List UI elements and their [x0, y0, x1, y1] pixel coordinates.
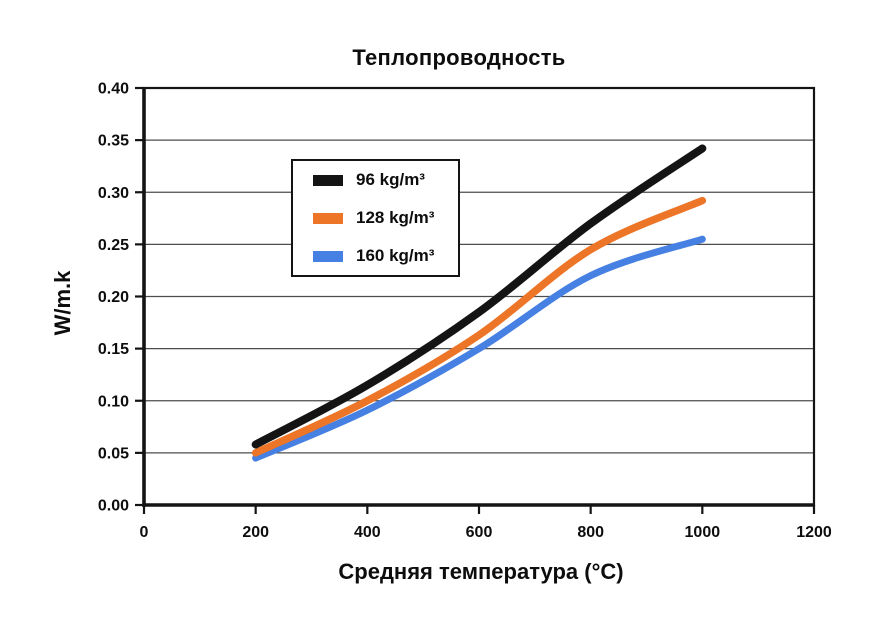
y-tick-label: 0.30: [98, 185, 129, 202]
x-tick-label: 200: [242, 524, 269, 541]
legend-label-2: 160 kg/m³: [356, 246, 435, 265]
legend-swatch-2: [313, 250, 343, 262]
x-tick-label: 1200: [796, 524, 832, 541]
legend: 96 kg/m³ 128 kg/m³ 160 kg/m³: [291, 159, 460, 277]
y-tick-label: 0.00: [98, 498, 129, 515]
y-tick-label: 0.40: [98, 81, 129, 98]
legend-item-2: 160 kg/m³: [293, 246, 458, 266]
legend-swatch-0: [313, 174, 343, 186]
series-line-1-128-kg-m-: [251, 196, 707, 457]
y-tick-label: 0.15: [98, 341, 129, 358]
x-tick-label: 800: [577, 524, 604, 541]
x-axis-label: Средняя температура (°C): [338, 559, 624, 584]
series-line-0-96-kg-m-: [251, 144, 707, 449]
legend-item-1: 128 kg/m³: [293, 208, 458, 228]
y-tick-label: 0.20: [98, 289, 129, 306]
legend-label-1: 128 kg/m³: [356, 208, 435, 227]
chart-title: Теплопроводность: [352, 45, 566, 70]
legend-item-0: 96 kg/m³: [293, 170, 458, 190]
series-line-2-160-kg-m-: [252, 235, 706, 462]
y-tick-label: 0.05: [98, 445, 129, 462]
x-tick-label: 0: [140, 524, 149, 541]
x-tick-label: 600: [466, 524, 493, 541]
y-axis-label: W/m.k: [50, 270, 75, 336]
x-tick-label: 1000: [685, 524, 721, 541]
legend-swatch-1: [313, 212, 343, 224]
y-tick-label: 0.25: [98, 237, 129, 254]
x-tick-label: 400: [354, 524, 381, 541]
y-tick-label: 0.35: [98, 133, 129, 150]
y-tick-label: 0.10: [98, 393, 129, 410]
legend-label-0: 96 kg/m³: [356, 170, 425, 189]
